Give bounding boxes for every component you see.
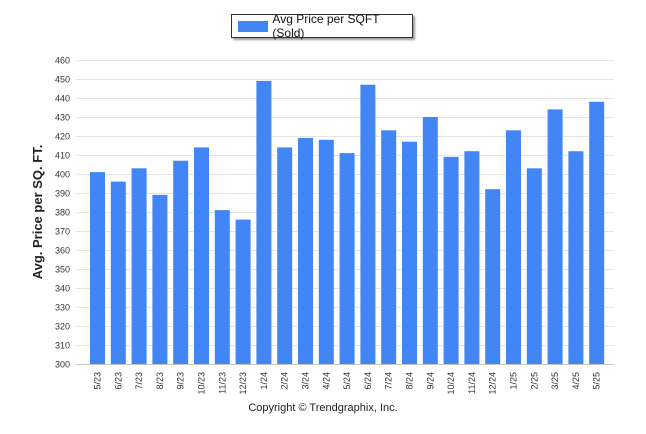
- bar-6/23[interactable]: [110, 181, 126, 364]
- x-tick-label: 10/23: [197, 372, 207, 395]
- legend[interactable]: Avg Price per SQFT (Sold): [231, 12, 413, 40]
- y-tick-label: 400: [55, 170, 70, 180]
- x-tick-label: 3/25: [550, 372, 560, 390]
- y-tick-label: 330: [55, 303, 70, 313]
- x-tick-label: 12/23: [238, 372, 248, 395]
- y-tick-labels: 300 310 320 330 340 350 360 370 380 390 400 410 420 4…: [55, 56, 70, 370]
- bar-3/24[interactable]: [298, 137, 313, 364]
- bar-12/23[interactable]: [235, 219, 251, 364]
- y-tick-label: 440: [55, 94, 70, 104]
- bar-12/24[interactable]: [485, 189, 501, 364]
- x-tick-label: 6/23: [113, 372, 123, 390]
- x-tick-label: 12/24: [488, 372, 498, 395]
- x-tick-label: 9/23: [176, 372, 186, 390]
- bar-4/25[interactable]: [568, 151, 584, 364]
- bar-5/23[interactable]: [90, 172, 105, 364]
- y-axis-label: Avg. Price per SQ. FT.: [30, 145, 45, 280]
- bar-9/24[interactable]: [422, 117, 438, 364]
- bar-4/24[interactable]: [318, 139, 334, 364]
- y-tick-label: 350: [55, 265, 70, 275]
- y-tick-label: 420: [55, 132, 70, 142]
- bar-11/23[interactable]: [214, 210, 230, 364]
- bar-7/24[interactable]: [381, 130, 397, 364]
- bar-1/24[interactable]: [256, 80, 272, 365]
- bar-11/24[interactable]: [464, 151, 480, 364]
- bar-3/25[interactable]: [547, 109, 563, 365]
- x-tick-label: 5/24: [342, 372, 352, 390]
- bar-1/25[interactable]: [506, 130, 521, 364]
- y-tick-label: 300: [55, 360, 70, 370]
- x-tick-label: 6/24: [363, 372, 373, 390]
- x-tick-label: 11/24: [467, 372, 477, 394]
- x-tick-label: 8/23: [155, 372, 165, 390]
- x-tick-label: 5/23: [93, 372, 103, 390]
- x-tick-label: 1/25: [509, 372, 519, 390]
- y-tick-label: 430: [55, 113, 70, 123]
- x-tick-label: 4/24: [321, 372, 331, 390]
- bar-2/24[interactable]: [277, 147, 293, 364]
- y-tick-label: 450: [55, 75, 70, 85]
- x-tick-label: 2/24: [280, 372, 290, 390]
- x-tick-label: 9/24: [425, 372, 435, 390]
- bar-10/24[interactable]: [443, 156, 459, 364]
- x-tick-labels: 5/23 6/23 7/23 8/23 9/23 10/23 11/23 12/23 1/24 2…: [93, 372, 602, 395]
- bar-5/24[interactable]: [339, 153, 355, 364]
- y-tick-label: 380: [55, 208, 70, 218]
- bar-2/25[interactable]: [526, 168, 542, 364]
- copyright-text: Copyright © Trendgraphix, Inc.: [248, 402, 398, 414]
- x-tick-label: 8/24: [405, 372, 415, 390]
- bar-9/23[interactable]: [173, 160, 189, 364]
- x-tick-label: 3/24: [301, 372, 311, 390]
- x-tick-label: 7/23: [134, 372, 144, 390]
- y-tick-label: 340: [55, 284, 70, 294]
- bar-6/24[interactable]: [360, 84, 376, 364]
- legend-swatch: [238, 20, 269, 32]
- x-tick-label: 7/24: [384, 372, 394, 390]
- y-tick-label: 360: [55, 246, 70, 256]
- bar-8/23[interactable]: [152, 194, 168, 364]
- bar-8/24[interactable]: [402, 141, 417, 364]
- y-tick-label: 310: [55, 341, 70, 351]
- legend-label: Avg Price per SQFT (Sold): [272, 12, 380, 40]
- x-tick-label: 5/25: [592, 372, 602, 390]
- y-tick-label: 390: [55, 189, 70, 199]
- y-tick-label: 320: [55, 322, 70, 332]
- x-tick-label: 11/23: [217, 372, 227, 394]
- bar-7/23[interactable]: [131, 168, 147, 364]
- x-tick-label: 4/25: [571, 372, 581, 390]
- bar-10/23[interactable]: [194, 147, 209, 364]
- x-tick-label: 2/25: [529, 372, 539, 390]
- x-tick-label: 1/24: [259, 372, 269, 390]
- y-tick-label: 460: [55, 56, 70, 66]
- bars: [90, 80, 605, 365]
- bar-5/25[interactable]: [589, 101, 605, 365]
- x-tick-label: 10/24: [446, 372, 456, 395]
- y-tick-label: 370: [55, 227, 70, 237]
- y-tick-label: 410: [55, 151, 70, 161]
